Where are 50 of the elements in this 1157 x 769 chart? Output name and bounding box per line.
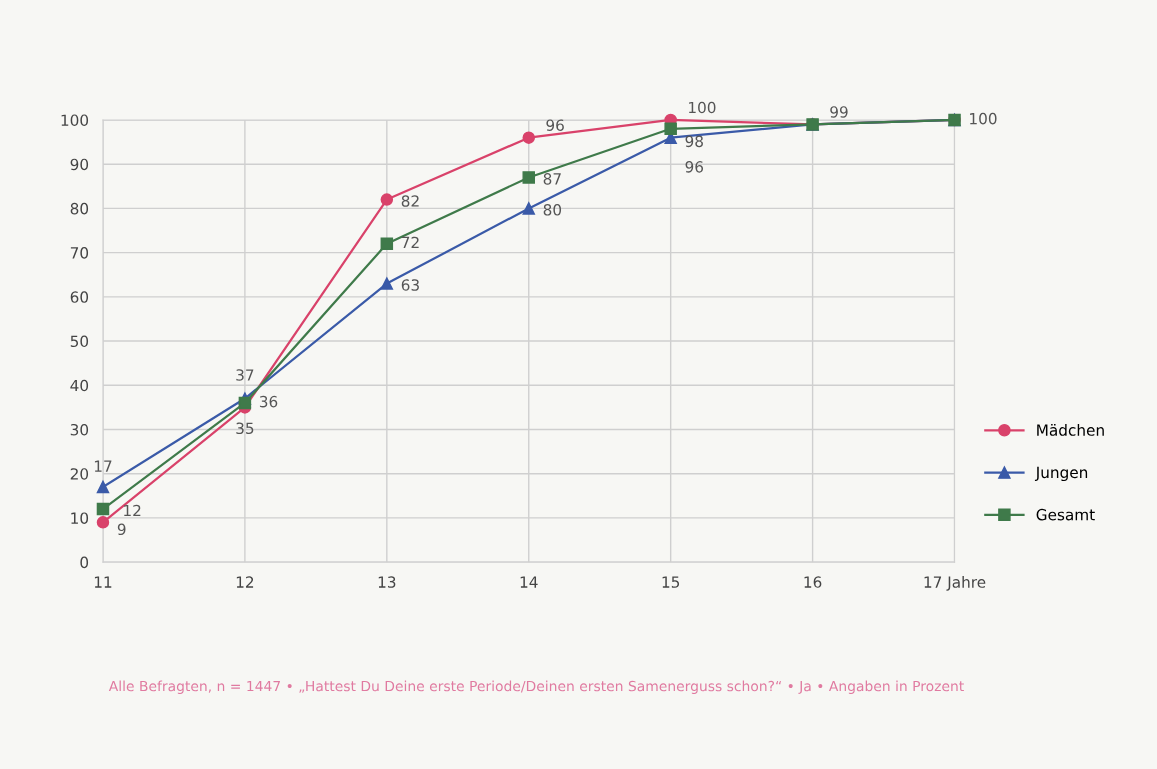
y-tick-label: 0 (80, 556, 89, 569)
y-tick-label: 30 (70, 423, 89, 436)
data-label: 35 (236, 422, 254, 435)
x-tick-label: 14 (520, 576, 538, 588)
data-label: 96 (685, 161, 704, 173)
data-label: 87 (543, 173, 561, 185)
data-label: 12 (124, 504, 141, 517)
legend-label: Gesamt (1036, 508, 1095, 521)
point (380, 277, 394, 290)
y-tick-label: 20 (70, 468, 89, 480)
x-tick-label: 12 (236, 576, 254, 588)
y-tick-label: 10 (71, 512, 89, 524)
y-tick-label: 100 (61, 114, 89, 126)
y-tick-label: 60 (70, 291, 89, 303)
point (238, 396, 252, 410)
y-tick-label: 70 (70, 247, 89, 259)
data-label: 63 (401, 279, 419, 291)
data-label: 96 (546, 119, 564, 131)
legend-label: Jungen (1034, 466, 1088, 482)
legend-label: Mädchen (1037, 424, 1104, 436)
data-label: 99 (830, 106, 848, 118)
y-tick-label: 40 (70, 379, 89, 392)
data-label: 9 (117, 523, 126, 536)
point (522, 202, 535, 215)
y-tick-label: 50 (70, 335, 89, 348)
point (96, 480, 110, 494)
data-label: 100 (689, 101, 716, 114)
point (380, 193, 394, 206)
data-label: 82 (401, 195, 419, 207)
point (380, 237, 394, 251)
text: Alle Befragten, n = 1447 • „Hattest Du Deine erste Periode/Deinen ersten Samenerguss schon?“ • Ja • Angaben in Prozent (108, 680, 964, 695)
x-tick-label: 15 (662, 576, 680, 588)
data-label: 36 (259, 395, 278, 408)
data-label: 17 (94, 460, 112, 472)
y-tick-label: 90 (70, 158, 89, 171)
point (96, 516, 110, 529)
data-label: 98 (685, 135, 703, 148)
x-tick-label: 16 (804, 576, 822, 588)
data-label: 72 (401, 236, 419, 248)
point (96, 502, 110, 516)
point (522, 171, 535, 184)
point (664, 122, 677, 136)
y-tick-label: 80 (70, 202, 89, 215)
data-label: 37 (236, 369, 254, 381)
x-tick-label: 13 (378, 576, 396, 588)
point (522, 131, 535, 144)
x-tick-label: 17 Jahre (924, 576, 986, 591)
data-label: 80 (543, 204, 562, 216)
x-tick-label: 11 (94, 576, 112, 588)
data-label: 100 (970, 112, 997, 125)
